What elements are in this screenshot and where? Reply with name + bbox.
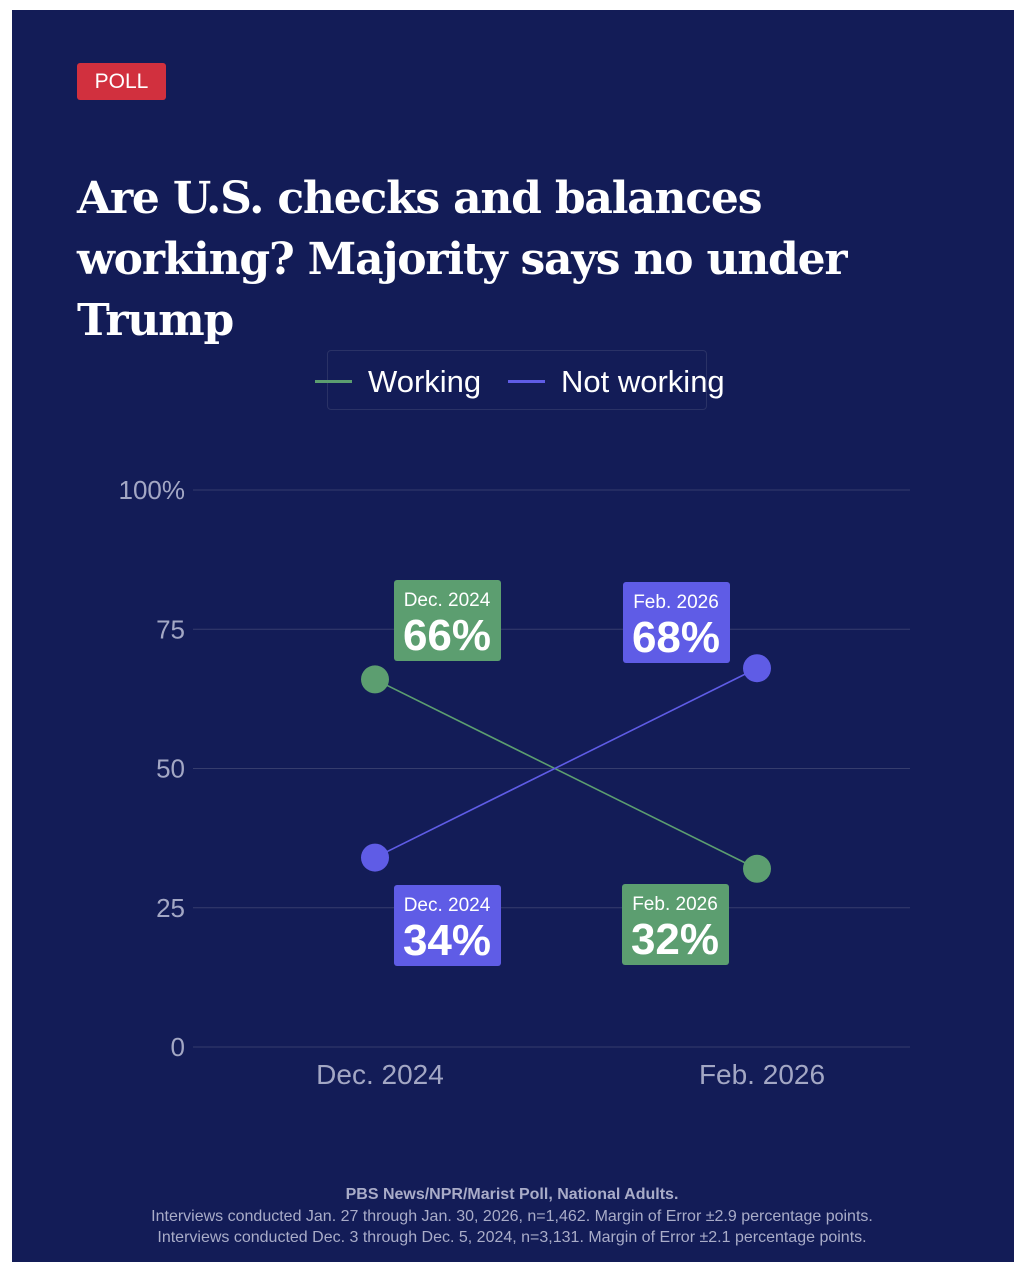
data-label-date: Dec. 2024: [404, 590, 491, 611]
y-tick-label: 25: [156, 893, 185, 923]
series-line-not-working: [374, 667, 758, 859]
x-tick-label: Dec. 2024: [316, 1059, 444, 1090]
data-label-value: 68%: [632, 613, 720, 662]
data-label-box: [622, 884, 729, 965]
data-point: [743, 654, 771, 683]
legend-label-working: Working: [368, 364, 482, 399]
data-label-date: Feb. 2026: [633, 592, 719, 613]
data-label-box: [623, 582, 730, 663]
data-label-box: [394, 580, 501, 661]
chart-title: Are U.S. checks and balances working? Ma…: [77, 173, 848, 346]
chart-panel: [12, 10, 1014, 1262]
data-label-date: Feb. 2026: [632, 894, 718, 915]
y-tick-label: 75: [156, 614, 185, 644]
data-point: [361, 665, 389, 694]
poll-tag: POLL: [77, 63, 166, 100]
series-line-working: [374, 678, 758, 870]
legend-swatch-not-working: [508, 380, 545, 383]
data-label-value: 66%: [403, 611, 491, 660]
source-note-2026: Interviews conducted Jan. 27 through Jan…: [151, 1208, 873, 1225]
data-point: [361, 843, 389, 872]
y-tick-label: 50: [156, 754, 185, 784]
data-label-box: [394, 885, 501, 966]
y-tick-label: 100%: [119, 475, 186, 505]
data-label-value: 32%: [631, 915, 719, 964]
source-line: PBS News/NPR/Marist Poll, National Adult…: [345, 1186, 679, 1203]
source-note-2024: Interviews conducted Dec. 3 through Dec.…: [157, 1229, 867, 1246]
data-label-date: Dec. 2024: [404, 895, 491, 916]
legend-swatch-working: [315, 380, 352, 383]
data-point: [743, 854, 771, 883]
legend-label-not-working: Not working: [561, 364, 725, 399]
x-tick-label: Feb. 2026: [699, 1059, 825, 1090]
data-label-value: 34%: [403, 916, 491, 965]
y-tick-label: 0: [171, 1032, 185, 1062]
